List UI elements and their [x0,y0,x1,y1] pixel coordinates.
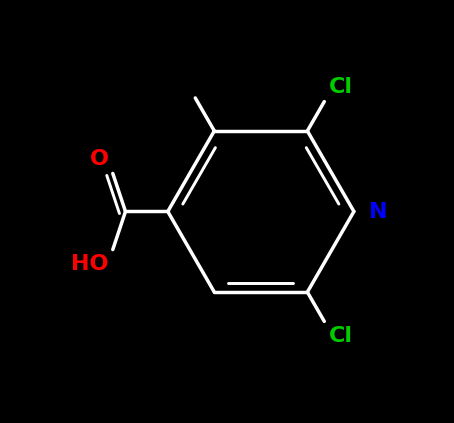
Text: O: O [89,149,109,169]
Text: N: N [369,201,387,222]
Text: Cl: Cl [329,77,352,97]
Text: Cl: Cl [329,326,352,346]
Text: HO: HO [71,254,109,274]
